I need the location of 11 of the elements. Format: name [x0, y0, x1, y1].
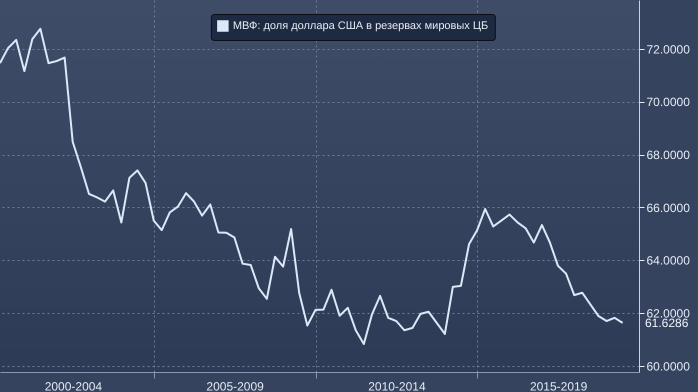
y-tick-label: 68.0000: [646, 148, 690, 162]
y-tick-label: 60.0000: [646, 359, 690, 374]
x-tick-label: 2015-2019: [530, 380, 588, 392]
y-tick-label: 72.0000: [646, 42, 690, 56]
legend-label: МВФ: доля доллара США в резервах мировых ЦБ: [232, 20, 488, 32]
y-tick-label: 64.0000: [646, 254, 690, 268]
x-tick-label: 2010-2014: [368, 380, 426, 392]
y-tick-label: 66.0000: [646, 200, 690, 215]
x-tick-label: 2000-2004: [44, 380, 102, 392]
y-tick-label: 70.0000: [646, 95, 690, 110]
x-tick-label: 2005-2009: [206, 380, 264, 392]
